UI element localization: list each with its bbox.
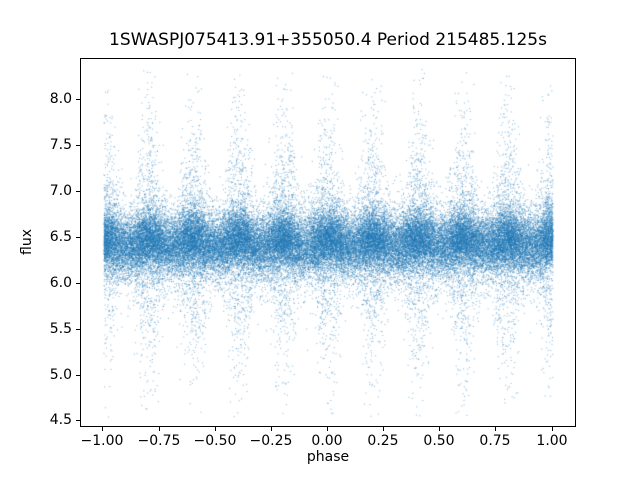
- y-tick-label: 4.5: [49, 412, 72, 428]
- x-tick-mark: [383, 427, 384, 431]
- y-tick-label: 7.0: [49, 183, 72, 199]
- y-tick-label: 6.0: [49, 275, 72, 291]
- y-tick-mark: [76, 375, 80, 376]
- y-tick-mark: [76, 191, 80, 192]
- x-tick-label: −0.25: [249, 433, 293, 449]
- chart-title: 1SWASPJ075413.91+355050.4 Period 215485.…: [109, 30, 547, 50]
- plot-area: [80, 58, 576, 427]
- x-tick-mark: [215, 427, 216, 431]
- scatter-canvas: [81, 59, 575, 426]
- x-tick-label: −0.50: [193, 433, 237, 449]
- x-tick-mark: [271, 427, 272, 431]
- y-tick-mark: [76, 329, 80, 330]
- y-tick-mark: [76, 145, 80, 146]
- x-tick-label: 0.00: [311, 433, 343, 449]
- x-tick-label: 0.50: [423, 433, 455, 449]
- y-tick-label: 7.5: [49, 137, 72, 153]
- x-tick-label: −0.75: [137, 433, 181, 449]
- x-tick-mark: [495, 427, 496, 431]
- x-tick-label: 0.25: [367, 433, 399, 449]
- x-tick-label: −1.00: [80, 433, 124, 449]
- x-tick-mark: [552, 427, 553, 431]
- y-tick-mark: [76, 237, 80, 238]
- y-tick-label: 8.0: [49, 91, 72, 107]
- x-tick-mark: [439, 427, 440, 431]
- y-tick-mark: [76, 420, 80, 421]
- y-tick-mark: [76, 99, 80, 100]
- x-tick-mark: [102, 427, 103, 431]
- x-tick-label: 0.75: [479, 433, 511, 449]
- x-tick-mark: [327, 427, 328, 431]
- x-tick-mark: [159, 427, 160, 431]
- x-tick-label: 1.00: [536, 433, 568, 449]
- x-axis-label: phase: [306, 449, 350, 465]
- y-tick-label: 6.5: [49, 229, 72, 245]
- y-tick-label: 5.5: [49, 321, 72, 337]
- y-tick-mark: [76, 283, 80, 284]
- y-tick-label: 5.0: [49, 367, 72, 383]
